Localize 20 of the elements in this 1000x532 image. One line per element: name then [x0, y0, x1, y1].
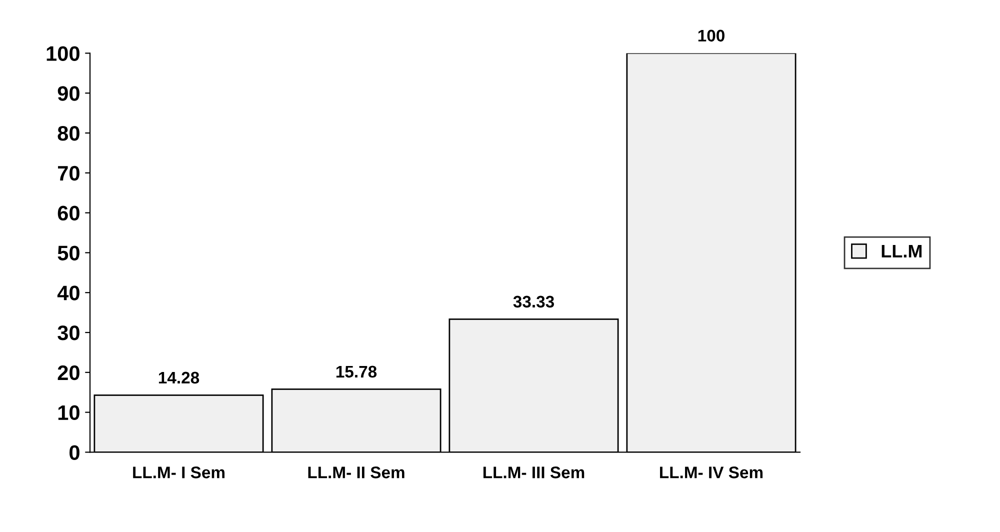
x-tick-label: LL.M- II Sem [308, 466, 404, 478]
legend-label: LL.M [882, 244, 922, 258]
y-tick-label: 100 [46, 46, 80, 61]
y-tick-label: 90 [58, 86, 80, 101]
data-label: 14.28 [158, 372, 200, 384]
data-label: 33.33 [513, 296, 554, 308]
data-label: 15.78 [336, 366, 377, 378]
y-tick-label: 60 [58, 206, 80, 221]
y-tick-label: 0 [70, 445, 80, 460]
y-tick-label: 50 [58, 246, 80, 260]
x-tick-label: LL.M- I Sem [133, 466, 224, 478]
y-tick-label: 10 [58, 405, 80, 420]
x-tick-label: LL.M- III Sem [483, 466, 584, 478]
y-tick-label: 40 [57, 286, 80, 300]
y-tick-label: 80 [58, 126, 80, 141]
x-tick-label: LL.M- IV Sem [660, 466, 763, 478]
data-label: 100 [698, 30, 724, 42]
y-tick-label: 20 [58, 365, 80, 380]
y-tick-label: 30 [58, 326, 80, 340]
y-tick-label: 70 [58, 166, 80, 181]
